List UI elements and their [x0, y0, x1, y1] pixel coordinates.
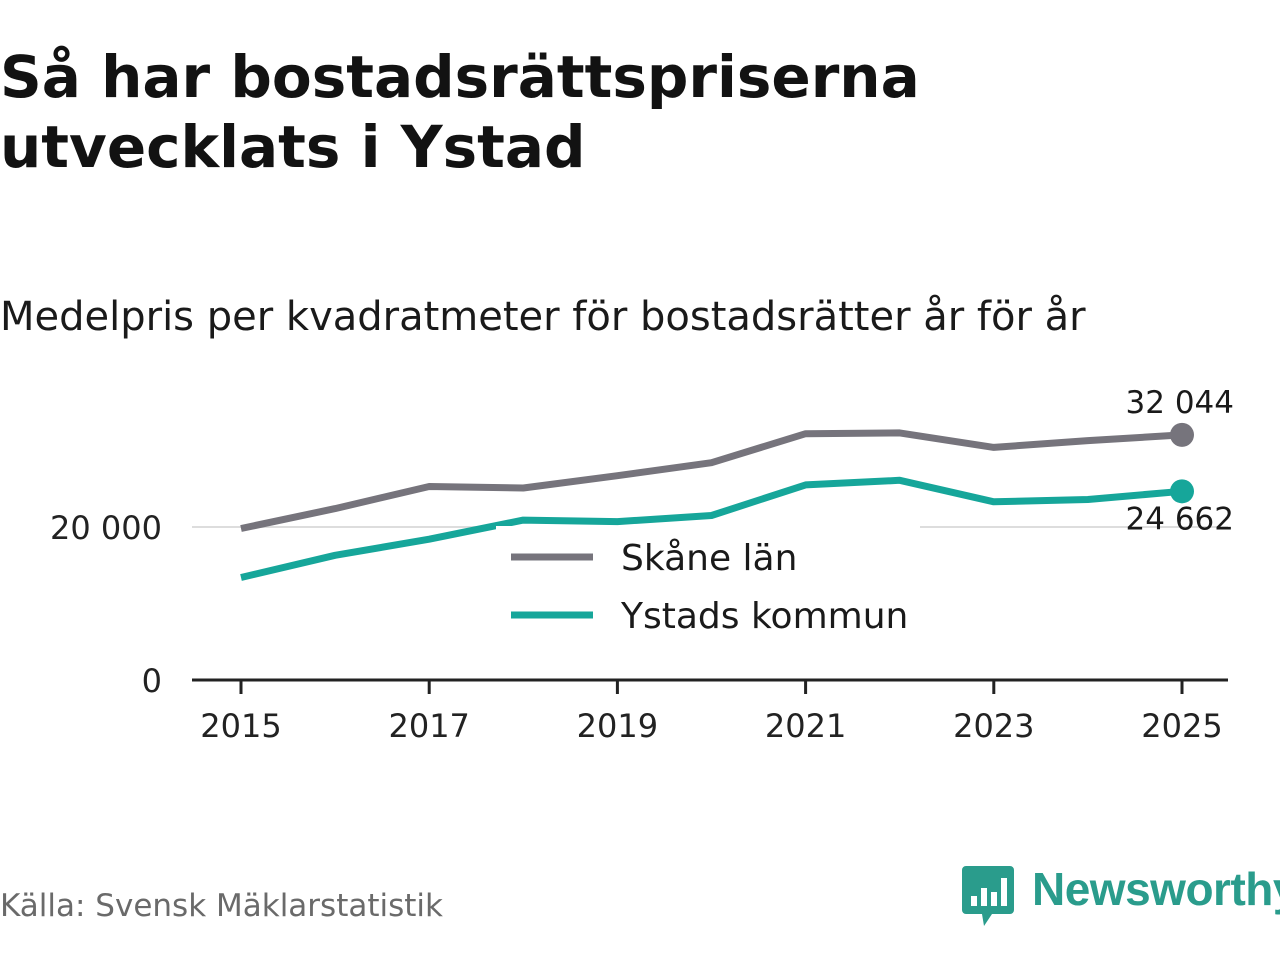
- legend-label-ystads-kommun: Ystads kommun: [620, 596, 908, 637]
- end-marker-ystads-kommun: [1170, 479, 1194, 504]
- newsworthy-wordmark: Newsworthy: [1032, 863, 1280, 915]
- line-chart: 0 20 000 2015 2017 2019 2021 2023 2025 Skåne lä…: [50, 385, 1234, 745]
- x-tick-label: 2017: [388, 707, 469, 745]
- x-tick-label: 2015: [200, 707, 281, 745]
- legend-background: [496, 526, 920, 638]
- y-tick-label: 20 000: [50, 509, 162, 547]
- x-tick-label: 2021: [765, 707, 846, 745]
- series-line-skane-lan: [240, 429, 1183, 532]
- x-tick-label: 2023: [953, 707, 1034, 745]
- series-line-ystads-kommun: [240, 476, 1183, 581]
- end-marker-skane-lan: [1170, 422, 1194, 447]
- legend-label-skane-lan: Skåne län: [621, 538, 797, 579]
- end-label-skane-lan: 32 044: [1126, 385, 1234, 421]
- end-labels: 32 044 24 662: [1126, 385, 1234, 537]
- x-tick-label: 2025: [1141, 707, 1222, 745]
- chart-subtitle: Medelpris per kvadratmeter för bostadsrä…: [0, 294, 1086, 340]
- series: [240, 422, 1194, 581]
- legend: Skåne län Ystads kommun: [496, 526, 920, 638]
- newsworthy-logo: Newsworthy: [962, 864, 1280, 928]
- source-note: Källa: Svensk Mäklarstatistik: [0, 888, 443, 924]
- newsworthy-logo-icon: [962, 866, 1014, 926]
- end-label-ystads-kommun: 24 662: [1126, 501, 1234, 537]
- y-tick-label: 0: [142, 662, 162, 700]
- x-tick-label: 2019: [577, 707, 658, 745]
- axes: 0 20 000 2015 2017 2019 2021 2023 2025: [50, 509, 1228, 745]
- chart-title: Så har bostadsrättspriserna utvecklats i…: [0, 43, 920, 181]
